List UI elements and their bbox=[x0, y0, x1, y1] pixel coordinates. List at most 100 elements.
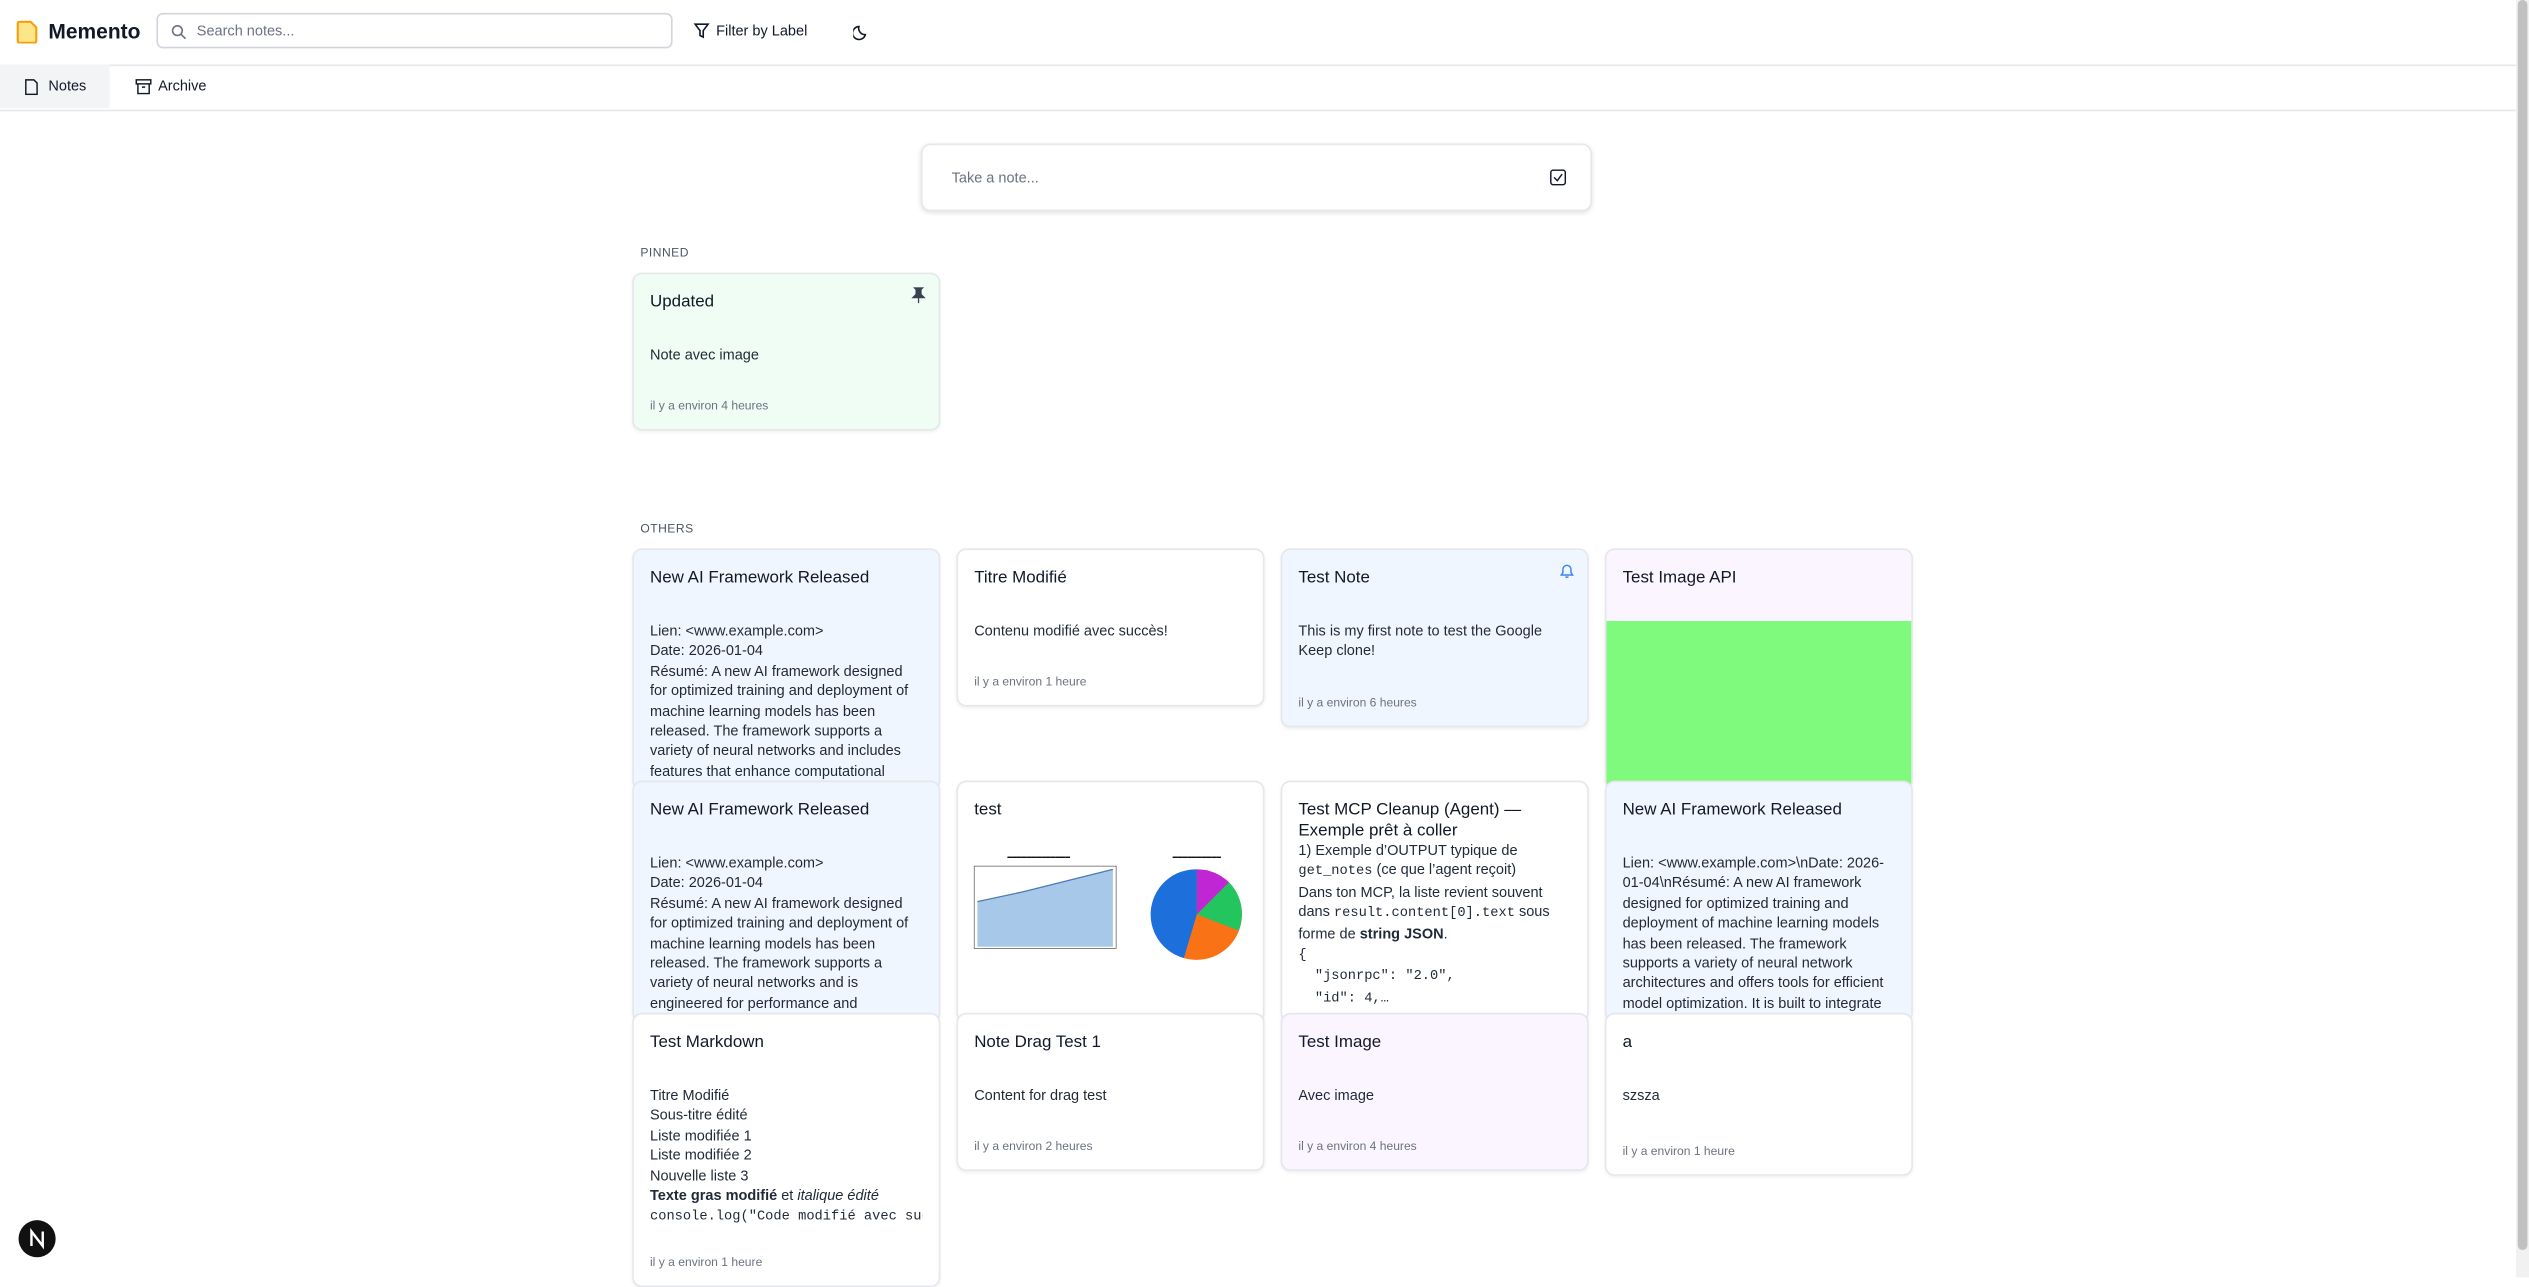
content-text: (ce que l’agent reçoit) bbox=[1372, 861, 1517, 879]
logo-icon bbox=[16, 20, 38, 44]
note-title: Note Drag Test 1 bbox=[974, 1032, 1101, 1052]
content-text: italique édité bbox=[797, 1187, 879, 1204]
content-text: Texte gras modifié bbox=[649, 1187, 778, 1204]
note-content: Contenu modifié avec succès! bbox=[974, 621, 1247, 641]
content-line: Résumé: A new AI framework designed for … bbox=[649, 662, 909, 779]
note-time: il y a environ 4 heures bbox=[1298, 1138, 1417, 1154]
note-content: Note avec image bbox=[650, 345, 923, 365]
content-line: Liste modifiée 1 bbox=[649, 1127, 752, 1144]
note-title: a bbox=[1622, 1032, 1633, 1052]
note-card[interactable]: Updated Note avec image il y a environ 4 h… bbox=[632, 272, 941, 431]
filter-icon bbox=[693, 23, 710, 39]
content-line: Dans ton MCP, la liste revient souvent d… bbox=[1298, 882, 1571, 944]
content-text: get_notes bbox=[1298, 863, 1373, 880]
tab-archive[interactable]: Archive bbox=[116, 65, 229, 109]
note-title: Titre Modifié bbox=[974, 567, 1067, 588]
note-card[interactable]: Test Image API bbox=[1604, 548, 1913, 791]
content-text: result.content[0].text bbox=[1333, 905, 1515, 922]
section-label: OTHERS bbox=[640, 520, 694, 536]
note-title: Test Image API bbox=[1622, 567, 1737, 588]
checklist-icon[interactable] bbox=[1550, 169, 1567, 186]
note-title: New AI Framework Released bbox=[1622, 799, 1842, 820]
search-icon bbox=[171, 24, 187, 40]
note-time: il y a environ 1 heure bbox=[974, 674, 1087, 689]
content-line: Contenu modifié avec succès! bbox=[974, 622, 1168, 639]
content-line: "jsonrpc": "2.0", bbox=[1298, 965, 1571, 987]
note-card[interactable]: Note Drag Test 1 Content for drag test il … bbox=[956, 1012, 1265, 1171]
pin-icon[interactable] bbox=[911, 287, 926, 304]
content-line: 1) Exemple d’OUTPUT typique de bbox=[1298, 841, 1518, 859]
note-time: il y a environ 2 heures bbox=[974, 1138, 1093, 1154]
note-time: il y a environ 6 heures bbox=[1298, 695, 1417, 710]
scrollbar-track bbox=[2516, 0, 2529, 1278]
note-image: ▬▬▬▬▬▬▬▬▬▬▬▬▬ ▬▬▬▬▬▬▬▬▬▬ bbox=[961, 851, 1242, 975]
content-line: Date: 2026-01-04 bbox=[649, 642, 764, 659]
content-line: get_notes (ce que l’agent reçoit) bbox=[1298, 860, 1571, 882]
content-text: console.log("Code modifié avec succè bbox=[649, 1208, 923, 1225]
tab-bar: Notes Archive bbox=[0, 64, 2517, 112]
notes-icon bbox=[25, 79, 38, 96]
content-text: sous forme de bbox=[1298, 903, 1550, 942]
note-time: il y a environ 4 heures bbox=[649, 398, 769, 413]
search-box[interactable]: Search notes... bbox=[156, 12, 673, 49]
note-title: Updated bbox=[649, 291, 715, 312]
note-title: Test Image bbox=[1298, 1032, 1382, 1052]
content-line: Lien: <www.example.com> bbox=[649, 622, 824, 639]
content-text: et bbox=[777, 1187, 798, 1204]
app-name: Memento bbox=[48, 19, 141, 44]
content-line: Note avec image bbox=[649, 346, 759, 363]
section-label: PINNED bbox=[640, 245, 689, 260]
content-text: { bbox=[1298, 946, 1307, 963]
tab-label: Archive bbox=[158, 77, 207, 94]
note-image bbox=[1606, 620, 1912, 789]
note-content: Titre Modifié Sous-titre édité Liste modif… bbox=[650, 1085, 923, 1227]
note-card[interactable]: New AI Framework Released Lien: <www.exam… bbox=[632, 548, 941, 791]
note-card[interactable]: Test Note This is my first note to test t… bbox=[1280, 548, 1589, 728]
note-card[interactable]: Test MCP Cleanup (Agent) — Exemple prêt … bbox=[1280, 780, 1589, 1023]
note-card[interactable]: New AI Framework Released Lien: <www.exam… bbox=[632, 780, 941, 1023]
dev-badge[interactable] bbox=[18, 1219, 57, 1258]
note-title: New AI Framework Released bbox=[649, 799, 870, 820]
reminder-icon[interactable] bbox=[1559, 563, 1575, 579]
note-title: Test MCP Cleanup (Agent) — Exemple prêt … bbox=[1298, 799, 1522, 840]
content-line: "id": 4,… bbox=[1298, 987, 1571, 1009]
note-time: il y a environ 1 heure bbox=[649, 1254, 763, 1270]
note-card[interactable]: a szsza il y a environ 1 heure bbox=[1604, 1012, 1913, 1176]
content-line: Liste modifiée 2 bbox=[649, 1147, 752, 1164]
note-time: il y a environ 1 heure bbox=[1622, 1143, 1735, 1159]
note-content: Avec image bbox=[1298, 1085, 1571, 1105]
note-card[interactable]: Titre Modifié Contenu modifié avec succès… bbox=[956, 548, 1265, 707]
content-line: Titre Modifié bbox=[649, 1087, 730, 1104]
content-text: "id": 4,… bbox=[1298, 990, 1389, 1007]
filter-button[interactable]: Filter by Label bbox=[693, 22, 808, 39]
note-card[interactable]: Test Markdown Titre Modifié Sous-titre édi… bbox=[632, 1012, 941, 1287]
note-content: Content for drag test bbox=[974, 1085, 1247, 1105]
svg-text:▬▬▬▬▬▬▬▬▬▬▬▬▬: ▬▬▬▬▬▬▬▬▬▬▬▬▬ bbox=[1007, 855, 1070, 860]
note-title: Test Markdown bbox=[649, 1032, 764, 1052]
content-line: Résumé: A new AI framework designed for … bbox=[649, 894, 909, 1012]
content-line: console.log("Code modifié avec succè bbox=[650, 1206, 923, 1228]
note-card[interactable]: Test Image Avec image il y a environ 4 heu… bbox=[1280, 1012, 1589, 1171]
content-line: Nouvelle liste 3 bbox=[649, 1167, 749, 1184]
note-content: This is my first note to test the Google… bbox=[1298, 621, 1571, 661]
note-composer[interactable]: Take a note... bbox=[920, 143, 1592, 212]
content-line: Date: 2026-01-04 bbox=[649, 874, 764, 891]
archive-icon bbox=[135, 79, 152, 95]
content-text: . bbox=[1443, 925, 1448, 942]
note-title: Test Note bbox=[1298, 567, 1370, 588]
scrollbar-thumb[interactable] bbox=[2517, 0, 2528, 1250]
content-text: "jsonrpc": "2.0", bbox=[1298, 968, 1455, 985]
note-content: 1) Exemple d’OUTPUT typique de get_notes… bbox=[1298, 840, 1571, 1008]
search-placeholder: Search notes... bbox=[196, 22, 295, 39]
content-line: Content for drag test bbox=[974, 1087, 1107, 1104]
content-line: Sous-titre édité bbox=[649, 1107, 748, 1124]
note-card[interactable]: test ▬▬▬▬▬▬▬▬▬▬▬▬▬ ▬▬▬▬▬▬▬▬▬▬ bbox=[956, 780, 1265, 1023]
theme-toggle[interactable] bbox=[853, 24, 869, 41]
note-title: New AI Framework Released bbox=[649, 567, 870, 588]
tab-notes[interactable]: Notes bbox=[0, 64, 110, 109]
filter-label: Filter by Label bbox=[716, 22, 808, 39]
tab-label: Notes bbox=[48, 77, 87, 94]
note-card[interactable]: New AI Framework Released Lien: <www.exam… bbox=[1604, 780, 1913, 1023]
